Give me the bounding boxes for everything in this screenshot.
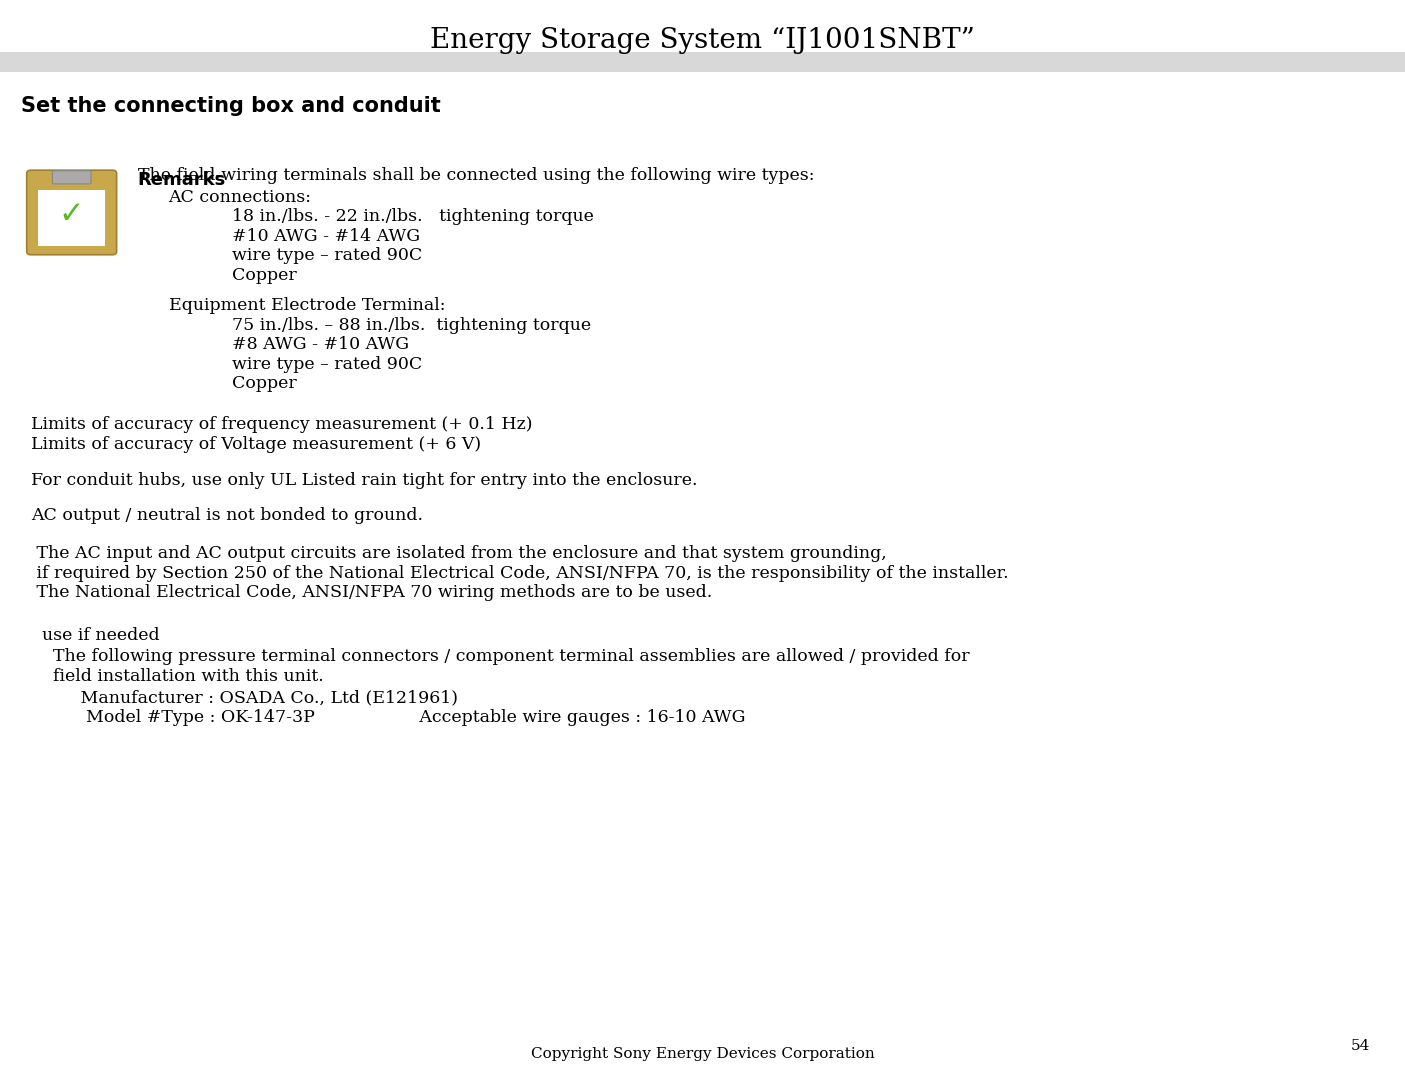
Bar bbox=[38, 190, 105, 246]
Text: Set the connecting box and conduit: Set the connecting box and conduit bbox=[21, 96, 441, 116]
Text: Copyright Sony Energy Devices Corporation: Copyright Sony Energy Devices Corporatio… bbox=[531, 1047, 874, 1060]
Text: 75 in./lbs. – 88 in./lbs.  tightening torque: 75 in./lbs. – 88 in./lbs. tightening tor… bbox=[232, 317, 592, 334]
Text: Equipment Electrode Terminal:: Equipment Electrode Terminal: bbox=[169, 297, 445, 314]
Text: Remarks: Remarks bbox=[138, 170, 226, 189]
Text: use if needed: use if needed bbox=[31, 627, 160, 644]
Text: Manufacturer : OSADA Co., Ltd (E121961): Manufacturer : OSADA Co., Ltd (E121961) bbox=[31, 689, 458, 707]
Text: The National Electrical Code, ANSI/NFPA 70 wiring methods are to be used.: The National Electrical Code, ANSI/NFPA … bbox=[31, 584, 712, 602]
Text: field installation with this unit.: field installation with this unit. bbox=[31, 668, 323, 685]
Text: Energy Storage System “IJ1001SNBT”: Energy Storage System “IJ1001SNBT” bbox=[430, 27, 975, 53]
Text: wire type – rated 90C: wire type – rated 90C bbox=[232, 247, 422, 264]
Text: if required by Section 250 of the National Electrical Code, ANSI/NFPA 70, is the: if required by Section 250 of the Nation… bbox=[31, 565, 1009, 582]
Text: Limits of accuracy of frequency measurement (+ 0.1 Hz): Limits of accuracy of frequency measurem… bbox=[31, 416, 532, 434]
Text: 54: 54 bbox=[1350, 1040, 1370, 1053]
FancyBboxPatch shape bbox=[52, 171, 91, 184]
Text: The following pressure terminal connectors / component terminal assemblies are a: The following pressure terminal connecto… bbox=[31, 648, 969, 666]
Text: Limits of accuracy of Voltage measurement (+ 6 V): Limits of accuracy of Voltage measuremen… bbox=[31, 436, 481, 453]
Text: Copper: Copper bbox=[232, 267, 296, 284]
Text: The field-wiring terminals shall be connected using the following wire types:: The field-wiring terminals shall be conn… bbox=[138, 167, 813, 184]
Text: Model #Type : OK-147-3P                   Acceptable wire gauges : 16-10 AWG: Model #Type : OK-147-3P Acceptable wire … bbox=[31, 709, 746, 726]
Text: 18 in./lbs. - 22 in./lbs.   tightening torque: 18 in./lbs. - 22 in./lbs. tightening tor… bbox=[232, 208, 594, 225]
Text: For conduit hubs, use only UL Listed rain tight for entry into the enclosure.: For conduit hubs, use only UL Listed rai… bbox=[31, 472, 697, 489]
FancyBboxPatch shape bbox=[27, 170, 117, 255]
Text: AC output / neutral is not bonded to ground.: AC output / neutral is not bonded to gro… bbox=[31, 507, 423, 525]
Text: ✓: ✓ bbox=[59, 199, 84, 229]
Text: Copper: Copper bbox=[232, 375, 296, 392]
Text: #10 AWG - #14 AWG: #10 AWG - #14 AWG bbox=[232, 228, 420, 245]
Text: #8 AWG - #10 AWG: #8 AWG - #10 AWG bbox=[232, 336, 409, 353]
Bar bbox=[0, 52, 1405, 72]
Text: The AC input and AC output circuits are isolated from the enclosure and that sys: The AC input and AC output circuits are … bbox=[31, 545, 887, 563]
Text: AC connections:: AC connections: bbox=[169, 189, 312, 206]
Text: wire type – rated 90C: wire type – rated 90C bbox=[232, 356, 422, 373]
